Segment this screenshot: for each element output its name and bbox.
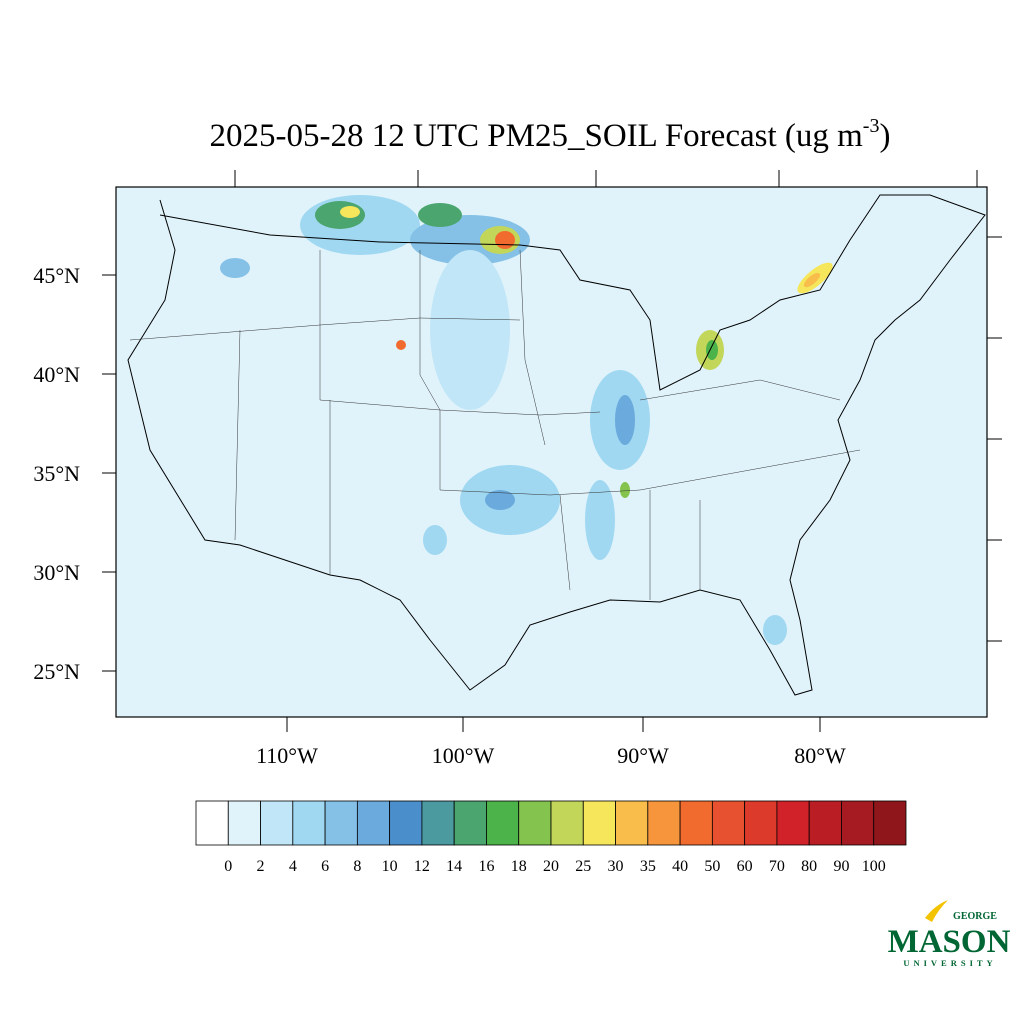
colorbar-label: 18 <box>511 858 527 875</box>
colorbar-label: 8 <box>353 858 361 875</box>
colorbar-label: 0 <box>224 858 232 875</box>
colorbar-label: 40 <box>672 858 688 875</box>
colorbar-box <box>808 800 842 846</box>
colorbar-box <box>227 800 261 846</box>
colorbar-box <box>324 800 358 846</box>
colorbar-box <box>356 800 391 846</box>
colorbar-box <box>582 800 616 846</box>
colorbar-label: 25 <box>575 858 591 875</box>
lon-label: 110°W <box>256 743 318 768</box>
title-suffix: ) <box>879 118 890 154</box>
coastline <box>127 194 986 696</box>
logo-top: GEORGE <box>953 911 997 922</box>
colorbar-box <box>776 800 810 846</box>
colorbar-label: 30 <box>608 858 624 875</box>
colorbar-label: 60 <box>737 858 753 875</box>
colorbar-label: 4 <box>289 858 297 875</box>
lat-labels: 45°N 40°N 35°N 30°N 25°N <box>33 263 80 684</box>
colorbar-label: 100 <box>862 858 886 875</box>
lat-label: 30°N <box>33 560 80 585</box>
colorbar-box <box>389 800 423 846</box>
colorbar-box <box>550 800 584 846</box>
colorbar-label: 80 <box>801 858 817 875</box>
colorbar-box <box>615 800 649 846</box>
map: 45°N 40°N 35°N 30°N 25°N 110°W 100°W 90°W 80°W <box>33 170 1002 768</box>
colorbar-box <box>453 800 487 846</box>
logo-bottom: UNIVERSITY <box>903 958 996 968</box>
state-borders <box>129 249 861 600</box>
colorbar-label: 35 <box>640 858 656 875</box>
lon-label: 90°W <box>617 743 669 768</box>
lat-label: 25°N <box>33 659 80 684</box>
colorbar-box <box>486 800 520 846</box>
map-frame <box>115 186 988 718</box>
colorbar-box <box>195 800 229 846</box>
colorbar-label: 16 <box>478 858 494 875</box>
colorbar-label: 50 <box>704 858 720 875</box>
lat-label: 45°N <box>33 263 80 288</box>
colorbar-box <box>421 800 455 846</box>
colorbar-label: 12 <box>414 858 430 875</box>
lat-label: 35°N <box>33 461 80 486</box>
logo-swoosh <box>925 900 948 922</box>
colorbar-label: 90 <box>833 858 849 875</box>
title-superscript: -3 <box>863 115 880 137</box>
colorbar-box <box>518 800 552 846</box>
colorbar: 0 2 4 6 8 10 12 14 16 18 20 25 30 35 40 50 60 70 80 90 100 <box>195 800 907 875</box>
colorbar-label: 14 <box>446 858 462 875</box>
colorbar-box <box>292 800 326 846</box>
colorbar-label: 20 <box>543 858 559 875</box>
colorbar-box <box>744 800 778 846</box>
colorbar-box <box>841 800 875 846</box>
axis-ticks <box>102 170 1002 732</box>
logo: GEORGE MASON UNIVERSITY <box>888 900 1011 968</box>
lon-labels: 110°W 100°W 90°W 80°W <box>256 743 846 768</box>
colorbar-box <box>679 800 713 846</box>
colorbar-label: 10 <box>382 858 398 875</box>
colorbar-label: 70 <box>769 858 785 875</box>
colorbar-label: 6 <box>321 858 329 875</box>
title: 2025-05-28 12 UTC PM25_SOIL Forecast (ug… <box>210 115 891 154</box>
lat-label: 40°N <box>33 362 80 387</box>
logo-main: MASON <box>888 924 1011 960</box>
colorbar-box <box>260 800 294 846</box>
lon-label: 100°W <box>432 743 495 768</box>
colorbar-box <box>711 800 746 846</box>
colorbar-box <box>873 800 907 846</box>
colorbar-box <box>647 800 681 846</box>
title-text: 2025-05-28 12 UTC PM25_SOIL Forecast (ug… <box>210 118 864 154</box>
concentration-patches <box>220 195 833 645</box>
colorbar-label: 2 <box>257 858 265 875</box>
lon-label: 80°W <box>794 743 846 768</box>
